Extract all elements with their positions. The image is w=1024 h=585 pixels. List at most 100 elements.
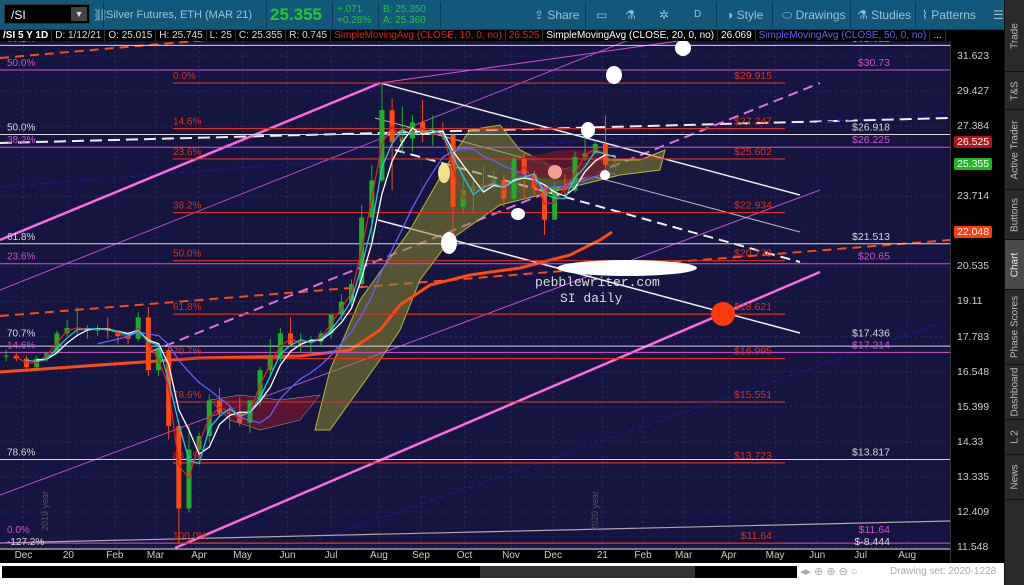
fib-left-label: 61.8% (173, 302, 201, 313)
orange-dashed-trendline (0, 239, 950, 317)
marker-circle (441, 232, 457, 254)
patterns-icon: ⌇ (922, 8, 932, 22)
price-tick: 13.335 (957, 470, 990, 483)
fib-right-label: $11.64 (859, 524, 890, 536)
price-tick: 17.783 (957, 330, 990, 343)
date-tick: Apr (720, 550, 737, 561)
side-tab-label: Dashboard (1009, 367, 1021, 417)
net-change: +.071 (337, 4, 363, 15)
fib-left-label: 78.6% (173, 390, 201, 401)
fib-left-label: 38.2% (7, 41, 35, 44)
price-axis[interactable]: 31.623 29.427 27.384 23.714 20.535 19.11 17.78… (950, 41, 1004, 563)
bar-high: H: 25.745 (156, 30, 207, 41)
date-tick: Dec (544, 550, 562, 561)
drawings-button[interactable]: ⬭ Drawings (782, 8, 846, 22)
candles (3, 83, 619, 544)
side-tab-label: News (1009, 464, 1021, 490)
price-tick: 20.535 (957, 260, 990, 273)
pink-dashed-channel (149, 82, 821, 353)
target-dot (711, 302, 735, 326)
fib-right-label: $13.723 (734, 450, 772, 462)
fib-right-label: $25.602 (734, 146, 772, 158)
price-tick: 15.399 (957, 400, 990, 413)
side-tab-active-trader[interactable]: Active Trader (1005, 110, 1024, 190)
side-tab-buttons[interactable]: Buttons (1005, 190, 1024, 240)
menu-icon[interactable]: ☰ (993, 8, 1004, 22)
date-tick: Apr (191, 550, 207, 561)
date-tick: Mar (146, 550, 165, 561)
drawing-set-label[interactable]: Drawing set: 2020-1228 (890, 566, 997, 577)
side-tab-label: L 2 (1009, 430, 1021, 444)
fib-right-label: $-8.444 (854, 536, 890, 548)
side-tab-news[interactable]: News (1005, 455, 1024, 500)
chevron-down-icon[interactable]: ▼ (71, 7, 87, 21)
side-tab-l-2[interactable]: L 2 (1005, 420, 1024, 455)
watermark-line1: pebblewriter.com (535, 275, 660, 290)
study-sma50[interactable]: SimpleMovingAvg (CLOSE, 50, 0, no) (755, 30, 931, 41)
horizontal-scrollbar[interactable] (2, 566, 797, 578)
side-tab-t-s[interactable]: T&S (1005, 72, 1024, 110)
fib-right-label: $11.64 (741, 530, 772, 542)
side-tab-dashboard[interactable]: Dashboard (1005, 365, 1024, 420)
date-tick: Aug (370, 550, 388, 561)
chart-settings-icon[interactable]: ▭ (596, 8, 608, 22)
aggregation-button[interactable]: D (694, 9, 702, 20)
share-button[interactable]: ⇪ Share (534, 8, 580, 22)
link-icon[interactable]: ⛓ (93, 8, 109, 22)
more-studies[interactable]: ... (930, 30, 946, 41)
fib-left-label: 50.0% (7, 123, 35, 134)
date-tick: 21 (596, 550, 608, 561)
date-tick: Jul (854, 550, 868, 561)
date-tick: 20 (62, 550, 74, 561)
study-sma10-value: 26.525 (505, 30, 544, 41)
price-chart[interactable]: -127.2% 0.0% 78.6% 14.6% 70.7% 23.6% 61.8% 38.2… (0, 41, 950, 550)
fib-right-label: $13.817 (852, 447, 890, 459)
bar-low: L: 25 (206, 30, 236, 41)
last-price: 25.355 (270, 5, 322, 24)
studies-button[interactable]: ⚗ Studies (857, 8, 912, 22)
symbol-description: Silver Futures, ETH (MAR 21) (106, 9, 253, 21)
chart-canvas[interactable]: -127.2%0.0%78.6%14.6%70.7%23.6%61.8%38.2… (0, 41, 950, 550)
chart-title: /SI 5 Y 1D (0, 30, 53, 41)
fib-left-label: 78.6% (7, 448, 35, 459)
fib-left-label: -127.2% (7, 537, 44, 548)
scrollbar-thumb[interactable] (480, 566, 695, 578)
date-tick: Jul (324, 550, 338, 561)
fib-left-label: 61.8% (7, 232, 35, 243)
flask-icon[interactable]: ⚗ (625, 8, 636, 22)
date-tick: Oct (456, 550, 473, 561)
symbol-selector[interactable]: /SI ▼ (4, 4, 90, 24)
price-tick: 31.623 (957, 50, 990, 62)
style-button[interactable]: ◑ Style (726, 8, 764, 22)
watermark-line2: SI daily (560, 291, 623, 306)
side-tab-phase-scores[interactable]: Phase Scores (1005, 290, 1024, 365)
fib-left-label: 23.6% (7, 252, 35, 263)
study-sma20[interactable]: SimpleMovingAvg (CLOSE, 20, 0, no) (543, 30, 719, 41)
gear-icon[interactable]: ✲ (659, 8, 670, 22)
sma-line (26, 129, 616, 465)
orange-dashed-trendline-top (0, 41, 208, 59)
moving-averages (15, 124, 617, 480)
marker-circle (548, 165, 562, 179)
marker-circle (600, 170, 610, 180)
date-tick: Feb (106, 550, 124, 561)
date-tick: Jun (809, 550, 826, 561)
date-tick: Mar (675, 550, 693, 561)
date-tick: Feb (634, 550, 652, 561)
style-icon: ◑ (726, 8, 737, 22)
side-tab-trade[interactable]: Trade (1005, 0, 1024, 72)
fib-left-label: 70.7% (173, 347, 201, 358)
price-tick: 12.409 (957, 505, 990, 518)
date-axis[interactable]: Dec 20 Feb Mar Apr May Jun Jul Aug Sep Oct Nov Dec 21… (0, 550, 950, 563)
fib-right-label: $22.934 (734, 200, 772, 212)
fib-right-label: $30.73 (858, 57, 890, 69)
pan-icon[interactable]: ◂▸ ⊕ ⊕ ⊖ ○ (800, 566, 858, 578)
candle-body (613, 163, 619, 165)
year-label-2019: 2019 year (40, 490, 51, 532)
fib-right-label: $20.778 (734, 248, 772, 260)
side-tab-chart[interactable]: Chart (1005, 240, 1024, 290)
study-sma10[interactable]: SimpleMovingAvg (CLOSE, 10, 0, no) (331, 30, 506, 41)
patterns-button[interactable]: ⌇ Patterns (922, 8, 976, 22)
bar-range: R: 0.745 (286, 30, 332, 41)
fib-right-label: $16.995 (734, 346, 772, 358)
